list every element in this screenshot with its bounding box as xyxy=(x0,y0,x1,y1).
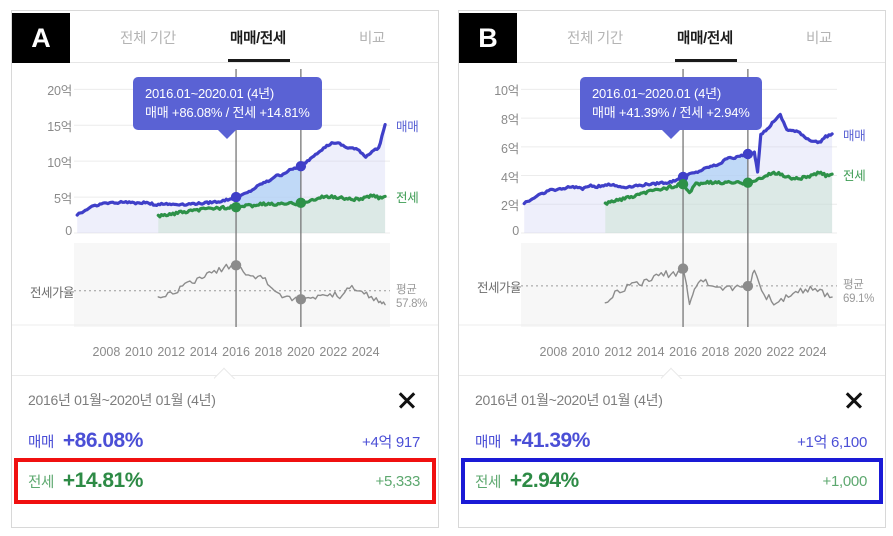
x-tick-label: 2016 xyxy=(222,345,250,359)
row-percent-lease: +14.81% xyxy=(62,469,144,492)
y-tick-label: 6억 xyxy=(500,141,519,156)
x-tick-label: 2008 xyxy=(539,345,568,359)
price-trend-chart-b xyxy=(459,69,885,327)
panel-b-badge: B xyxy=(459,13,517,63)
legend-lease-b: 전세 xyxy=(843,169,866,184)
x-axis-labels-b: 2008 2010 2012 2014 2016 2018 2020 2022 2024 xyxy=(459,339,885,369)
row-percent-buy: +86.08% xyxy=(62,429,144,452)
panel-a-divider xyxy=(12,369,438,379)
legend-buy-a: 매매 xyxy=(396,119,419,134)
row-tag-lease: 전세 xyxy=(475,474,501,491)
range-tooltip-a: 2016.01~2020.01 (4년) 매매 +86.08% / 전세 +14… xyxy=(133,77,322,139)
y-axis-labels-a: 20억 15억 10억 5억 0 xyxy=(12,63,72,369)
tab-compare[interactable]: 비교 xyxy=(805,30,833,47)
row-tag-buy: 매매 xyxy=(28,434,54,451)
row-percent-lease: +2.94% xyxy=(509,469,579,492)
summary-row-buy-b: 매매 +41.39% +1억 6,100 xyxy=(459,421,885,461)
y-tick-label: 20억 xyxy=(47,84,72,99)
legend-average-value-b: 69.1% xyxy=(843,292,875,305)
price-trend-chart-a xyxy=(12,69,438,327)
x-tick-label: 2012 xyxy=(604,345,633,359)
panel-b-tabbar: 3년 전체 기간 매매/전세 비교 xyxy=(459,11,885,63)
row-tag-buy: 매매 xyxy=(475,434,501,451)
summary-header-b: 2016년 01월~2020년 01월 (4년) xyxy=(459,379,885,421)
x-tick-label: 2014 xyxy=(189,345,218,359)
legend-average-label-b: 평균 xyxy=(843,278,864,291)
x-tick-label: 2018 xyxy=(254,345,283,359)
ratio-axis-label-b: 전세가율 xyxy=(476,280,522,295)
tooltip-changes: 매매 +86.08% / 전세 +14.81% xyxy=(145,105,310,120)
summary-range-a: 2016년 01월~2020년 01월 (4년) xyxy=(28,392,216,408)
x-tick-label: 2020 xyxy=(733,345,762,359)
summary-header-a: 2016년 01월~2020년 01월 (4년) xyxy=(12,379,438,421)
x-tick-label: 2024 xyxy=(798,345,827,359)
panel-a-tabbar: 3년 전체 기간 매매/전세 비교 xyxy=(12,11,438,63)
x-tick-label: 2016 xyxy=(669,345,697,359)
x-tick-label: 2012 xyxy=(157,345,186,359)
divider-notch xyxy=(661,367,683,379)
close-icon[interactable] xyxy=(841,387,867,413)
row-percent-buy: +41.39% xyxy=(509,429,591,452)
legend-buy-b: 매매 xyxy=(843,128,866,143)
ratio-axis-label-a: 전세가율 xyxy=(29,285,75,300)
x-axis-labels-a: 2008 2010 2012 2014 2016 2018 2020 2022 2024 xyxy=(12,339,438,369)
y-tick-label: 4억 xyxy=(500,170,519,185)
y-tick-label: 10억 xyxy=(494,84,519,99)
row-tag-lease: 전세 xyxy=(28,474,54,491)
legend-average-value-a: 57.8% xyxy=(396,297,428,310)
summary-row-lease-a: 전세 +14.81% +5,333 xyxy=(12,461,438,501)
panel-b-chart: 2016.01~2020.01 (4년) 매매 +41.39% / 전세 +2.… xyxy=(459,63,885,369)
tab-full-period[interactable]: 전체 기간 xyxy=(120,30,176,47)
row-amount-buy: +4억 917 xyxy=(362,433,420,451)
y-tick-label: 0 xyxy=(512,224,519,238)
tab-active-underline xyxy=(228,59,290,62)
panel-b-summary: 2016년 01월~2020년 01월 (4년) 매매 +41.39% +1억 … xyxy=(459,379,885,504)
range-tooltip-b: 2016.01~2020.01 (4년) 매매 +41.39% / 전세 +2.… xyxy=(580,77,762,139)
tooltip-arrow xyxy=(660,129,681,139)
tooltip-period: 2016.01~2020.01 (4년) xyxy=(145,86,275,101)
summary-row-lease-b: 전세 +2.94% +1,000 xyxy=(459,461,885,501)
panel-a-badge: A xyxy=(12,13,70,63)
tab-full-period[interactable]: 전체 기간 xyxy=(567,30,623,47)
y-tick-label: 5억 xyxy=(53,192,72,207)
legend-lease-a: 전세 xyxy=(396,191,419,206)
panel-b: B 3년 전체 기간 매매/전세 비교 2016.01~2020.01 (4년)… xyxy=(458,10,886,528)
close-icon[interactable] xyxy=(394,387,420,413)
y-axis-labels-b: 10억 8억 6억 4억 2억 0 xyxy=(459,63,519,369)
x-tick-label: 2024 xyxy=(351,345,380,359)
tab-sale-lease[interactable]: 매매/전세 xyxy=(230,30,286,47)
x-tick-label: 2018 xyxy=(701,345,730,359)
row-amount-lease: +1,000 xyxy=(822,472,868,490)
x-tick-label: 2010 xyxy=(124,345,153,359)
panel-a: A 3년 전체 기간 매매/전세 비교 2016.01~2020.01 (4년)… xyxy=(11,10,439,528)
summary-row-buy-a: 매매 +86.08% +4억 917 xyxy=(12,421,438,461)
row-amount-buy: +1억 6,100 xyxy=(797,433,867,451)
x-tick-label: 2014 xyxy=(636,345,665,359)
y-tick-label: 0 xyxy=(65,224,72,238)
x-tick-label: 2022 xyxy=(319,345,348,359)
tooltip-period: 2016.01~2020.01 (4년) xyxy=(592,86,722,101)
y-tick-label: 10억 xyxy=(47,156,72,171)
tab-active-underline xyxy=(675,59,737,62)
summary-range-b: 2016년 01월~2020년 01월 (4년) xyxy=(475,392,663,408)
tooltip-arrow xyxy=(217,129,238,139)
panel-b-divider xyxy=(459,369,885,379)
x-tick-label: 2022 xyxy=(766,345,795,359)
y-tick-label: 15억 xyxy=(47,120,72,135)
x-tick-label: 2020 xyxy=(286,345,315,359)
panel-a-chart: 2016.01~2020.01 (4년) 매매 +86.08% / 전세 +14… xyxy=(12,63,438,369)
divider-notch xyxy=(214,367,236,379)
tab-compare[interactable]: 비교 xyxy=(358,30,386,47)
row-amount-lease: +5,333 xyxy=(375,472,421,490)
y-tick-label: 8억 xyxy=(500,113,519,128)
tab-sale-lease[interactable]: 매매/전세 xyxy=(677,30,733,47)
tooltip-changes: 매매 +41.39% / 전세 +2.94% xyxy=(592,105,750,120)
x-tick-label: 2010 xyxy=(571,345,600,359)
panel-a-summary: 2016년 01월~2020년 01월 (4년) 매매 +86.08% +4억 … xyxy=(12,379,438,504)
y-tick-label: 2억 xyxy=(500,199,519,214)
x-tick-label: 2008 xyxy=(92,345,121,359)
legend-average-label-a: 평균 xyxy=(396,283,417,296)
